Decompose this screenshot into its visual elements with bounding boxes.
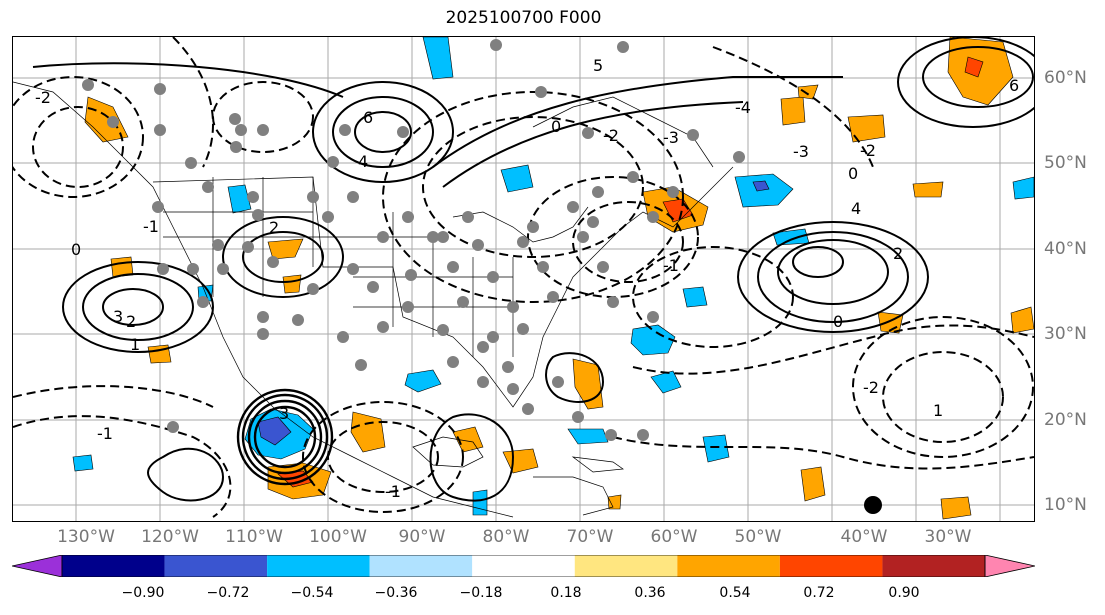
colorbar-tick: −0.36: [374, 585, 418, 601]
lon-label: 70°W: [566, 527, 614, 547]
coastlines: [13, 81, 734, 518]
lat-label: 60°N: [1044, 68, 1087, 88]
colorbar-tick: 0.36: [634, 585, 666, 601]
contour-label: -3: [793, 142, 809, 161]
cyclone-contours: [236, 388, 334, 486]
contour-label: 0: [848, 164, 858, 183]
lat-label: 30°N: [1044, 324, 1087, 344]
contour-label: -1: [385, 482, 401, 501]
contour-label: -2: [863, 378, 879, 397]
station-dots: [82, 39, 745, 441]
lat-label: 20°N: [1044, 410, 1087, 430]
contour-label: 3: [279, 404, 289, 423]
contour-label: 2: [893, 244, 903, 263]
lon-label: 60°W: [650, 527, 698, 547]
contour-label: 3: [113, 307, 123, 326]
anomaly-fills: [72, 37, 1034, 520]
colorbar-segment: [369, 555, 473, 577]
lon-label: 40°W: [840, 527, 888, 547]
colorbar-tick: −0.18: [459, 585, 503, 601]
contour-label: -1: [143, 217, 159, 236]
colorbar-segment: [779, 555, 883, 577]
contour-label: -4: [735, 98, 751, 117]
lon-label: 130°W: [57, 527, 115, 547]
contour-labels: -2 -1 0 1 2 3 4 5 6 -2 -3 -4 0 -1 3 2 1 …: [35, 56, 1019, 501]
contour-label: 2: [126, 312, 136, 331]
contour-label: -3: [663, 128, 679, 147]
contour-label: 4: [851, 199, 861, 218]
contour-label: -1: [663, 256, 679, 275]
graticule: [13, 37, 1034, 521]
contour-label: -2: [35, 88, 51, 107]
colorbar-tick: −0.72: [206, 585, 250, 601]
colorbar-segment: [164, 555, 268, 577]
colorbar-segment: [984, 555, 1035, 577]
contour-label: 0: [833, 312, 843, 331]
contour-label: 6: [1009, 76, 1019, 95]
colorbar-tick: 0.72: [803, 585, 835, 601]
lon-label: 50°W: [734, 527, 782, 547]
colorbar-tick: 0.90: [888, 585, 920, 601]
contour-label: -1: [97, 424, 113, 443]
colorbar-segment: [12, 555, 63, 577]
contour-label: -2: [603, 126, 619, 145]
colorbar-segment: [62, 555, 165, 577]
colorbar-segment: [882, 555, 985, 577]
colorbar-tick: 0.54: [719, 585, 751, 601]
lon-label: 30°W: [924, 527, 972, 547]
contour-label: 0: [551, 117, 561, 136]
contour-label: 6: [363, 108, 373, 127]
contour-label: 1: [933, 401, 943, 420]
colorbar-tick: 0.18: [550, 585, 582, 601]
lon-label: 120°W: [141, 527, 199, 547]
contour-label: 0: [71, 240, 81, 259]
lon-label: 100°W: [309, 527, 367, 547]
contour-label: -2: [860, 141, 876, 160]
colorbar-segment: [267, 555, 370, 577]
lon-label: 110°W: [225, 527, 283, 547]
contour-label: 1: [130, 335, 140, 354]
colorbar-tick: −0.90: [121, 585, 165, 601]
lat-label: 50°N: [1044, 153, 1087, 173]
colorbar: [12, 555, 1035, 577]
colorbar-segment: [574, 555, 678, 577]
weather-map: -2 -1 0 1 2 3 4 5 6 -2 -3 -4 0 -1 3 2 1 …: [12, 36, 1035, 522]
colorbar-outline: [61, 555, 986, 577]
negative-contours: [13, 37, 1034, 518]
contour-label: 2: [269, 218, 279, 237]
lat-label: 40°N: [1044, 239, 1087, 259]
colorbar-tick: −0.54: [290, 585, 334, 601]
marker-dot: [864, 496, 882, 514]
contour-label: 5: [593, 56, 603, 75]
map-canvas: -2 -1 0 1 2 3 4 5 6 -2 -3 -4 0 -1 3 2 1 …: [13, 37, 1034, 521]
colorbar-segment: [472, 555, 575, 577]
lat-label: 10°N: [1044, 495, 1087, 515]
colorbar-segment: [677, 555, 780, 577]
lon-label: 90°W: [398, 527, 446, 547]
map-title: 2025100700 F000: [445, 8, 602, 28]
contour-label: 4: [358, 152, 368, 171]
lon-label: 80°W: [482, 527, 530, 547]
positive-contours: [32, 37, 1034, 502]
